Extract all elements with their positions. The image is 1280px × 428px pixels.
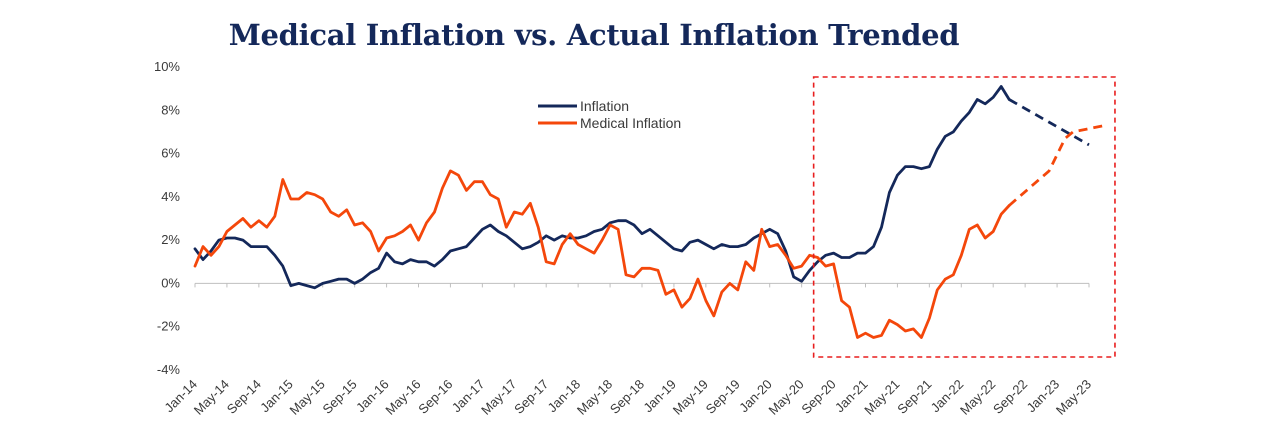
y-axis: -4% -2% 0% 2% 4% 6% 8% 10% [154, 59, 180, 377]
series-projection-inflation [1008, 98, 1090, 147]
y-tick-label: -2% [157, 319, 181, 334]
x-tick-label: Sep-22 [990, 377, 1030, 417]
x-tick-label: May-23 [1053, 377, 1094, 418]
series-layer [193, 85, 1106, 339]
x-tick-label: May-16 [382, 377, 423, 418]
x-tick-label: May-20 [765, 377, 806, 418]
x-tick-label: May-22 [957, 377, 998, 418]
y-tick-label: 4% [161, 189, 180, 204]
x-tick-label: May-21 [861, 377, 902, 418]
x-tick-label: Sep-21 [894, 377, 934, 417]
legend-label-medical-inflation: Medical Inflation [580, 115, 681, 131]
y-tick-label: 10% [154, 59, 180, 74]
x-tick-label: Sep-19 [703, 377, 743, 417]
x-tick-label: Sep-14 [224, 377, 264, 417]
y-tick-label: 8% [161, 102, 180, 117]
x-tick-label: May-18 [574, 377, 615, 418]
y-tick-label: 0% [161, 275, 180, 290]
x-tick-label: Sep-16 [415, 377, 455, 417]
x-tick-label: May-17 [478, 377, 519, 418]
series-projection-medical-inflation [1008, 124, 1106, 207]
x-axis: Jan-14May-14Sep-14Jan-15May-15Sep-15Jan-… [161, 282, 1094, 418]
x-tick-label: Sep-17 [511, 377, 551, 417]
legend: Inflation Medical Inflation [538, 98, 681, 131]
highlight-box [812, 76, 1116, 358]
chart-title: Medical Inflation vs. Actual Inflation T… [228, 18, 960, 52]
y-tick-label: 6% [161, 146, 180, 161]
x-tick-label: May-19 [670, 377, 711, 418]
x-tick-label: May-15 [287, 377, 328, 418]
x-tick-label: Sep-20 [798, 377, 838, 417]
series-line-medical-inflation [193, 169, 1011, 339]
x-tick-label: Sep-18 [607, 377, 647, 417]
legend-label-inflation: Inflation [580, 98, 629, 114]
y-tick-label: 2% [161, 232, 180, 247]
x-tick-label: May-14 [191, 377, 232, 418]
x-tick-label: Sep-15 [320, 377, 360, 417]
series-line-inflation [193, 85, 1011, 290]
y-tick-label: -4% [157, 362, 181, 377]
